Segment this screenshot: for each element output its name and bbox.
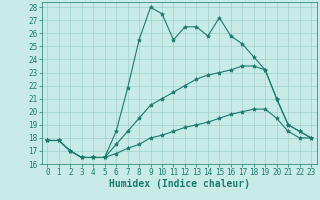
X-axis label: Humidex (Indice chaleur): Humidex (Indice chaleur) bbox=[109, 179, 250, 189]
